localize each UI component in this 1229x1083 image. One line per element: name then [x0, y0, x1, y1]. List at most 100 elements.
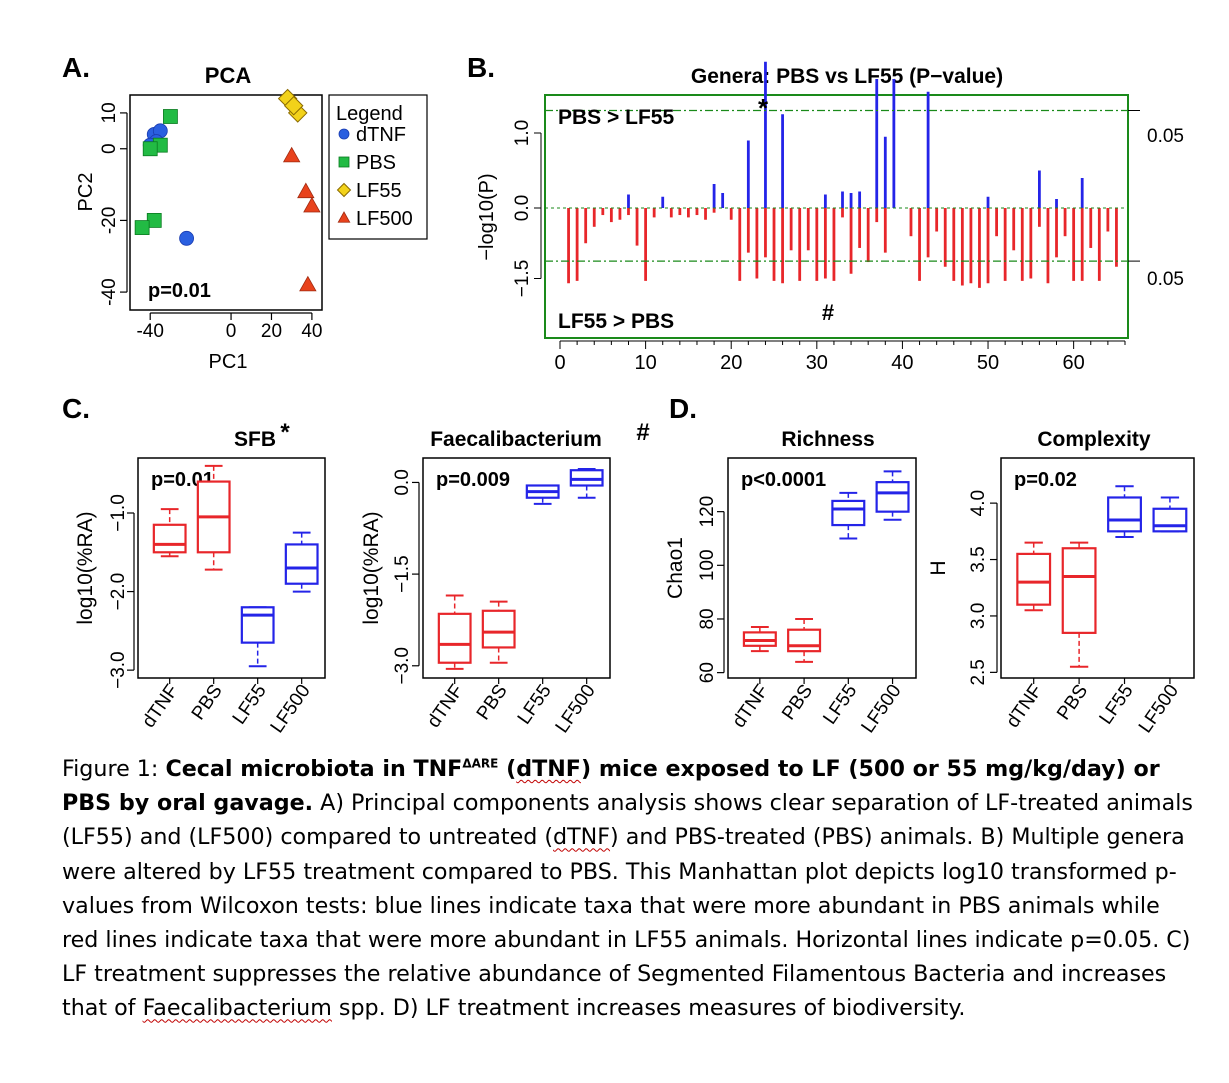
pca-x-tick-label: 0	[226, 321, 237, 342]
box-x-tick-label: LF500	[1135, 681, 1183, 737]
box-plot-y-tick-label: 120	[697, 496, 718, 528]
box-lf500	[569, 469, 604, 487]
caption-bold-1: Cecal microbiota in TNF	[165, 756, 463, 782]
box-plot-y-tick-label: −1.0	[108, 494, 129, 532]
panel-d-letter: D.	[669, 393, 697, 424]
box-x-tick-label: PBS	[1053, 681, 1092, 724]
box-x-tick-label: PBS	[188, 681, 227, 724]
panel-c: C. D.	[62, 393, 697, 424]
box-plot-y-tick-label: 2.5	[968, 659, 989, 685]
panel-a: A. PCA p=0.01 -40 0 20 40 -40 -20 0 10 PC1 PC2…	[62, 52, 428, 373]
manhattan-x-tick-label: 40	[891, 352, 913, 374]
manhattan-x-tick-label: 30	[806, 352, 828, 374]
manhattan-x-tick-label: 60	[1063, 352, 1085, 374]
box-x-tick-label: LF500	[267, 681, 315, 737]
manhattan-x-tick-label: 10	[634, 352, 656, 374]
manhattan-x-tick-label: 20	[720, 352, 742, 374]
box-plot-title: Richness	[781, 428, 874, 451]
box-panel-complexity: Complexity p=0.02 H 2.5 3.0 3.5 4.0 dTNF PBS LF55…	[927, 428, 1195, 737]
pca-plot-frame	[129, 94, 323, 311]
box-x-tick-label: LF55	[514, 681, 556, 729]
legend-lf500-icon	[337, 211, 351, 223]
box-plot-title: SFB	[234, 428, 276, 451]
caption-text-dtnf: dTNF	[553, 824, 611, 851]
box-x-tick-label: dTNF	[138, 681, 182, 732]
box-x-tick-label: dTNF	[1002, 681, 1046, 732]
pca-y-tick-label: 10	[99, 102, 120, 123]
legend-dtnf-label: dTNF	[356, 124, 406, 146]
caption-bold-3: ) mice exposed to LF (500 or 55 mg/kg/da…	[62, 756, 1160, 817]
box-plot-frame	[727, 457, 917, 679]
box-dtnf	[1016, 552, 1052, 606]
panel-b-title: Genera: PBS vs LF55 (P−value)	[691, 65, 1003, 88]
box-plot-title: Faecalibacterium	[430, 428, 602, 451]
pca-x-axis: -40 0 20 40	[136, 312, 322, 342]
box-plot-frame	[1000, 457, 1195, 679]
pca-y-axis: -40 -20 0 10	[99, 102, 128, 306]
box-plot-y-label: log10(%RA)	[74, 511, 97, 624]
pca-point-lf55	[283, 95, 304, 116]
box-plot-y-tick-label: −2.0	[108, 573, 129, 611]
box-pbs	[481, 609, 516, 649]
manhattan-y-tick-label: 1.0	[512, 120, 533, 146]
box-plot-title-mark: #	[636, 419, 649, 446]
box-x-tick-label: dTNF	[728, 681, 772, 732]
box-x-tick-label: LF55	[229, 681, 271, 729]
box-plot-y-tick-label: 100	[697, 549, 718, 581]
pca-point-pbs	[134, 220, 150, 235]
panel-b: B. Genera: PBS vs LF55 (P−value) PBS > L…	[467, 52, 1184, 374]
box-plot-y-tick-label: 3.5	[968, 546, 989, 572]
caption-superscript: ΔARE	[462, 756, 499, 771]
box-pbs	[1061, 547, 1097, 634]
pca-points	[134, 88, 321, 292]
caption-bold-2: (	[498, 756, 517, 782]
pca-point-lf500	[303, 196, 321, 213]
box-x-tick-label: LF55	[819, 681, 861, 729]
manhattan-upper-label: PBS > LF55	[558, 106, 674, 129]
box-x-tick-label: PBS	[778, 681, 817, 724]
pca-y-tick-label: 0	[99, 143, 120, 154]
legend-lf55-icon	[336, 182, 352, 198]
pca-point-lf500	[299, 275, 317, 292]
manhattan-y-axis: 1.0 0.0 −1.5	[512, 120, 542, 298]
pca-x-tick-label: 20	[261, 321, 282, 342]
caption-text-3: spp. D) LF treatment increases measures …	[331, 995, 966, 1022]
box-panel-faecalibacterium: Faecalibacterium # p=0.009 log10(%RA) −3.0 −1…	[360, 419, 650, 737]
manhattan-threshold-label-top: 0.05	[1147, 126, 1184, 147]
box-pbs	[787, 628, 822, 653]
panel-a-title: PCA	[205, 63, 252, 88]
pca-x-label: PC1	[209, 351, 248, 373]
box-plot-y-tick-label: −3.0	[392, 647, 413, 685]
box-plot-pvalue: p=0.02	[1014, 469, 1077, 491]
manhattan-x-axis: 0 10 20 30 40 50 60	[554, 340, 1126, 374]
manhattan-y-tick-label: 0.0	[512, 195, 533, 221]
caption-text-faecali: Faecalibacterium	[142, 995, 332, 1022]
pca-point-pbs	[142, 141, 158, 157]
legend-lf55-label: LF55	[356, 180, 402, 202]
box-plot-y-label: Chao1	[664, 537, 687, 599]
manhattan-bars	[567, 61, 1118, 288]
box-x-tick-label: LF500	[858, 681, 906, 737]
panel-a-letter: A.	[62, 52, 90, 83]
manhattan-hash-marker: #	[822, 300, 834, 325]
box-plot-y-tick-label: −1.5	[392, 555, 413, 593]
manhattan-x-tick-label: 50	[977, 352, 999, 374]
pca-point-lf500	[282, 146, 301, 163]
box-plot-y-tick-label: 4.0	[968, 490, 989, 516]
manhattan-y-tick-label: −1.5	[512, 260, 533, 298]
legend-lf500-label: LF500	[356, 208, 413, 230]
pca-x-tick-label: -40	[136, 321, 163, 342]
box-lf500	[284, 543, 319, 585]
pca-legend-entries: dTNF PBS LF55 LF500	[336, 124, 413, 230]
pca-y-label: PC2	[75, 173, 97, 212]
box-lf500	[1152, 507, 1188, 533]
pca-legend-title: Legend	[336, 103, 403, 125]
box-plot-frame	[137, 457, 326, 679]
box-plot-y-label: H	[927, 560, 950, 575]
box-plot-y-label: log10(%RA)	[360, 511, 383, 624]
pca-point-dtnf	[179, 230, 194, 246]
manhattan-threshold-label-bottom: 0.05	[1147, 269, 1184, 290]
manhattan-y-label: −log10(P)	[476, 173, 498, 260]
